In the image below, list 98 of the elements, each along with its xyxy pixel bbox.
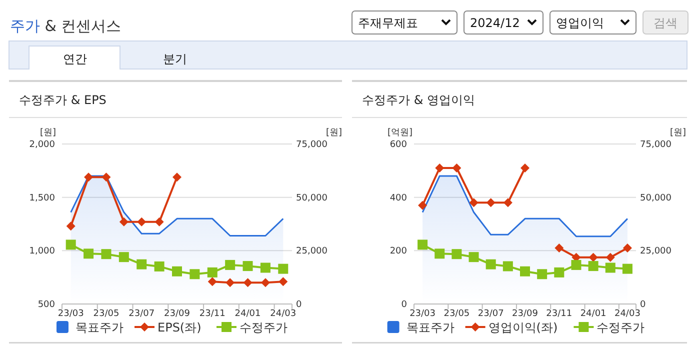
text: 주가 & 컨센서스 <box>10 17 122 35</box>
y-tick-label: 600 <box>390 140 408 150</box>
x-tick-label: 23/05 <box>444 309 470 319</box>
point <box>502 261 513 272</box>
legend-label: 목표주가 <box>76 320 124 334</box>
y-tick-label: 0 <box>401 300 408 310</box>
x-tick-label: 23/07 <box>128 309 155 319</box>
y-tick-label: 200 <box>390 246 408 257</box>
legend-label: 수정주가 <box>596 320 645 334</box>
point <box>136 259 147 270</box>
point <box>66 240 76 250</box>
x-tick-label: 24/01 <box>234 309 261 319</box>
point <box>226 278 235 288</box>
y2-tick-label: 75,000 <box>296 140 328 150</box>
y-tick-label: 2,000 <box>29 140 56 150</box>
point <box>118 252 129 262</box>
point <box>172 266 182 276</box>
y-axis-title: [억원] <box>387 128 413 138</box>
point <box>469 198 478 208</box>
legend-label: 목표주가 <box>406 320 454 334</box>
point <box>154 217 164 226</box>
y2-tick-label: 50,000 <box>640 193 672 204</box>
point <box>84 248 94 259</box>
point <box>137 217 146 226</box>
y2-axis-title: [원] <box>326 128 342 138</box>
point <box>435 164 444 172</box>
point <box>190 269 200 280</box>
y2-tick-label: 50,000 <box>296 193 328 204</box>
legend-label: 영업이익(좌) <box>488 320 558 334</box>
point <box>452 164 462 172</box>
chart-title: 수정주가 & 영업이익 <box>362 93 475 107</box>
point <box>434 248 445 259</box>
point <box>571 260 582 270</box>
y-tick-label: 1,000 <box>29 246 56 257</box>
x-tick-label: 23/07 <box>478 309 504 319</box>
y-tick-label: 500 <box>38 300 56 310</box>
point <box>452 249 462 260</box>
y2-tick-label: 25,000 <box>296 246 328 257</box>
point <box>622 244 632 252</box>
y2-tick-label: 0 <box>296 300 302 310</box>
point <box>225 260 236 270</box>
y2-axis-title: [원] <box>670 128 686 138</box>
point <box>243 278 252 288</box>
x-tick-label: 24/03 <box>270 309 296 319</box>
point <box>84 172 94 182</box>
point <box>588 261 598 272</box>
y2-tick-label: 75,000 <box>640 140 672 150</box>
point <box>119 217 128 226</box>
x-tick-label: 23/03 <box>58 309 84 319</box>
point <box>606 252 615 262</box>
y-axis-title: [원] <box>40 128 56 138</box>
x-tick-label: 23/09 <box>164 309 190 319</box>
point <box>486 259 496 270</box>
x-tick-label: 24/03 <box>614 309 640 319</box>
x-tick-label: 24/01 <box>580 309 606 319</box>
point <box>520 164 530 172</box>
point <box>101 249 112 260</box>
x-tick-label: 23/11 <box>546 309 572 319</box>
point <box>520 266 530 276</box>
point <box>588 252 598 262</box>
point <box>207 267 218 278</box>
text: 영업이익 <box>556 16 604 30</box>
x-tick-label: 23/03 <box>410 309 436 319</box>
point <box>278 264 288 274</box>
point <box>418 200 428 210</box>
point <box>418 240 428 250</box>
legend-label: EPS(좌) <box>158 320 202 334</box>
text: 분기 <box>163 52 187 66</box>
point <box>554 244 564 252</box>
point <box>554 267 564 278</box>
legend-label: 수정주가 <box>240 320 288 334</box>
x-tick-label: 23/05 <box>93 309 120 319</box>
text: 주재무제표 <box>358 16 418 30</box>
point <box>468 252 479 262</box>
y-tick-label: 1,500 <box>29 193 56 204</box>
point <box>278 277 288 286</box>
text: 연간 <box>63 52 87 66</box>
point <box>622 264 632 274</box>
point <box>605 262 616 273</box>
text: 2024/12 <box>470 16 520 30</box>
point <box>486 198 496 208</box>
text: 검색 <box>654 16 678 30</box>
point <box>66 222 76 231</box>
point <box>154 261 164 272</box>
point <box>242 261 253 272</box>
point <box>503 198 512 208</box>
x-tick-label: 23/09 <box>512 309 538 319</box>
point <box>172 172 182 182</box>
y2-tick-label: 25,000 <box>640 246 672 257</box>
y-tick-label: 400 <box>390 193 408 204</box>
point <box>537 269 548 280</box>
point <box>102 172 111 182</box>
point <box>208 277 217 286</box>
x-tick-label: 23/11 <box>199 309 226 319</box>
point <box>260 262 270 273</box>
y2-tick-label: 0 <box>640 300 646 310</box>
point <box>260 278 270 288</box>
chart-title: 수정주가 & EPS <box>19 93 106 107</box>
